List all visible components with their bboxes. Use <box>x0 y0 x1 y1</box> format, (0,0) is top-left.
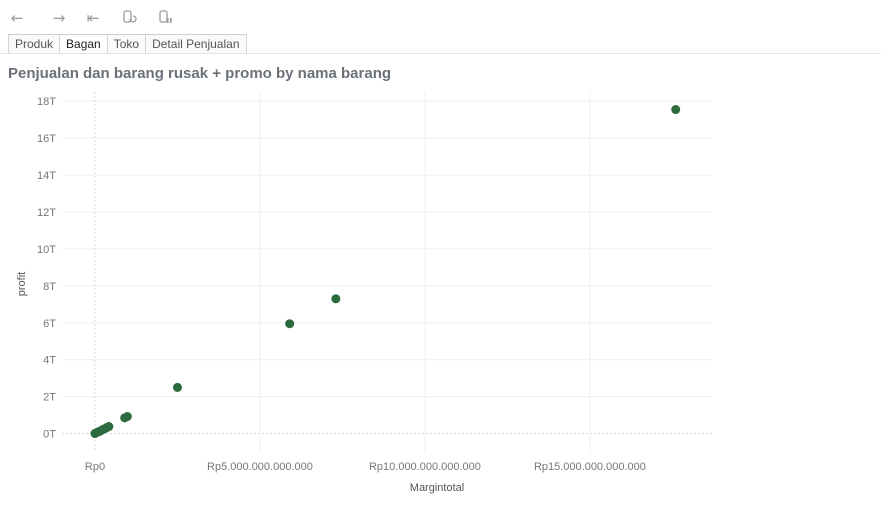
y-tick-label: 8T <box>43 281 56 293</box>
y-tick-label: 12T <box>37 207 56 219</box>
data-points <box>90 105 681 439</box>
y-tick-label: 16T <box>37 133 56 145</box>
sheet-tabs: Produk Bagan Toko Detail Penjualan <box>8 34 247 54</box>
toolbar: ← → ⇤ <box>0 0 881 34</box>
x-axis-title: Margintotal <box>410 482 464 494</box>
scatter-point <box>122 412 132 422</box>
scatter-point <box>172 382 182 392</box>
back-arrow-icon[interactable]: ← <box>10 9 24 27</box>
y-tick-label: 4T <box>43 355 56 367</box>
refresh-data-icon[interactable] <box>120 9 138 27</box>
tab-toko[interactable]: Toko <box>106 35 146 54</box>
tabs-divider <box>0 53 881 54</box>
forward-arrow-icon[interactable]: → <box>52 9 66 27</box>
axis-labels: 0T 2T 4T 6T 8T 10T 12T 14T 16T 18T Rp0 Rp5.000.000.… <box>16 96 646 494</box>
x-tick-label: Rp10.000.000.000.000 <box>369 461 481 473</box>
y-tick-label: 10T <box>37 244 56 256</box>
grid-lines <box>62 92 712 452</box>
scatter-point <box>104 422 114 432</box>
x-tick-label: Rp5.000.000.000.000 <box>207 461 313 473</box>
tab-produk[interactable]: Produk <box>8 35 60 54</box>
tab-bagan[interactable]: Bagan <box>59 35 107 54</box>
x-tick-label: Rp15.000.000.000.000 <box>534 461 646 473</box>
scatter-point <box>671 105 681 115</box>
scatter-point <box>331 294 341 304</box>
x-tick-label: Rp0 <box>85 461 105 473</box>
y-tick-label: 18T <box>37 96 56 108</box>
chart-title: Penjualan dan barang rusak + promo by na… <box>8 65 392 82</box>
pause-updates-icon[interactable] <box>156 9 174 27</box>
y-tick-label: 2T <box>43 392 56 404</box>
y-axis-title: profit <box>16 272 28 296</box>
scatter-point <box>285 319 295 329</box>
y-tick-label: 6T <box>43 318 56 330</box>
revert-to-start-icon[interactable]: ⇤ <box>86 9 100 27</box>
y-tick-label: 0T <box>43 429 56 441</box>
y-tick-label: 14T <box>37 170 56 182</box>
